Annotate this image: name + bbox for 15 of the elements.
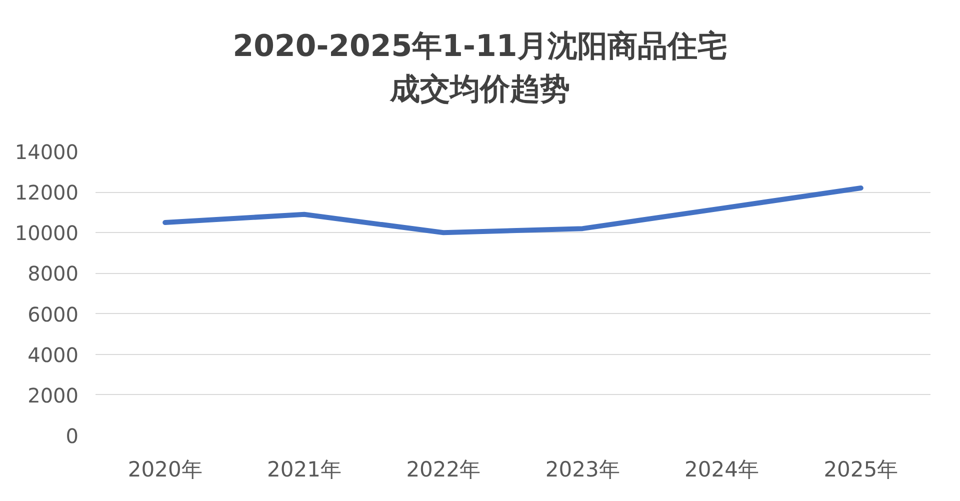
y-tick-label: 10000	[14, 221, 78, 246]
x-tick-label: 2024年	[684, 458, 759, 482]
y-tick-label: 12000	[14, 180, 78, 205]
y-tick-label: 14000	[14, 140, 78, 164]
chart-title: 2020-2025年1-11月沈阳商品住宅成交均价趋势	[232, 28, 728, 109]
x-tick-label: 2020年	[128, 458, 202, 482]
y-tick-label: 6000	[28, 302, 79, 326]
x-tick-label: 2021年	[267, 458, 342, 482]
y-tick-label: 8000	[28, 262, 79, 286]
y-tick-label: 2000	[28, 383, 79, 408]
x-tick-label: 2022年	[406, 458, 481, 482]
y-tick-label: 4000	[28, 342, 79, 367]
x-tick-label: 2025年	[824, 458, 898, 482]
y-tick-label: 0	[66, 424, 79, 448]
x-tick-label: 2023年	[545, 458, 620, 482]
